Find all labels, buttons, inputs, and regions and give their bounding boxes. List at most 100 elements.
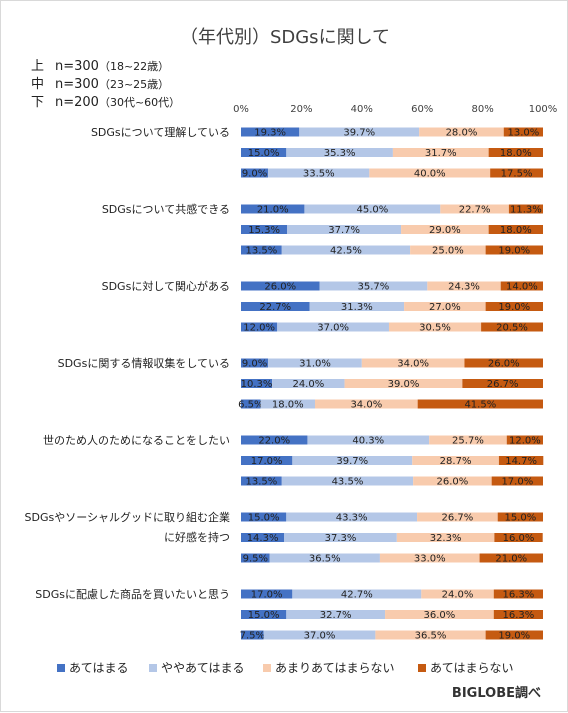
bar-segment	[494, 533, 543, 542]
group-mark: 中	[31, 77, 45, 92]
data-label: 33.0%	[414, 554, 446, 565]
data-label: 11.3%	[510, 205, 542, 216]
data-label: 41.5%	[464, 400, 496, 411]
data-label: 21.0%	[257, 205, 289, 216]
data-label: 34.0%	[397, 359, 429, 370]
bar-segment	[241, 322, 278, 332]
bar-segment	[419, 127, 504, 137]
bar-segment	[241, 148, 287, 157]
data-label: 24.0%	[442, 590, 474, 601]
group-range: （18~22歳）	[98, 60, 170, 73]
source-label: BIGLOBE調べ	[451, 686, 541, 701]
bar-segment	[481, 322, 543, 332]
bar-segment	[493, 610, 543, 619]
legend-entry: あてはまらない	[430, 661, 514, 675]
bar-segment	[319, 281, 428, 291]
data-label: 7.5%	[240, 631, 265, 642]
bar-segment	[369, 168, 491, 178]
bar-segment	[286, 148, 393, 157]
x-tick-label: 0%	[233, 104, 249, 115]
data-label: 24.0%	[292, 379, 324, 390]
bar-segment	[263, 630, 376, 640]
data-label: 31.3%	[341, 302, 373, 313]
data-label: 27.0%	[429, 302, 461, 313]
category-label: SDGsに配慮した商品を買いたいと思う	[35, 587, 230, 601]
bar-segment	[260, 399, 315, 409]
bar-segment	[284, 533, 397, 542]
bar-segment	[392, 148, 489, 157]
bar-segment	[410, 245, 486, 255]
group-legend-middle: 中 n=300（23~25歳）	[31, 73, 169, 92]
bar-segment	[241, 245, 282, 255]
legend-swatch	[149, 664, 157, 672]
group-n: n=200	[55, 95, 99, 110]
bar-segment	[379, 553, 480, 563]
bar-segment	[417, 399, 543, 409]
data-label: 26.0%	[488, 359, 520, 370]
data-label: 37.0%	[317, 323, 349, 334]
x-tick-label: 100%	[529, 104, 558, 115]
data-label: 9.0%	[242, 359, 267, 370]
bar-segment	[421, 589, 494, 599]
bar-segment	[404, 302, 486, 311]
bar-segment	[479, 553, 543, 563]
group-n: n=300	[55, 77, 99, 92]
category-label: SDGsに対して関心がある	[102, 279, 230, 293]
bar-segment	[485, 630, 543, 640]
bar-segment	[506, 435, 543, 445]
group-range: （23~25歳）	[98, 78, 170, 91]
data-label: 13.5%	[245, 477, 277, 488]
data-label: 40.3%	[352, 436, 384, 447]
data-label: 17.0%	[501, 477, 533, 488]
bar-segment	[241, 281, 320, 291]
data-label: 43.5%	[332, 477, 364, 488]
data-label: 19.0%	[498, 631, 530, 642]
bar-segment	[241, 302, 310, 311]
data-label: 18.0%	[500, 225, 532, 236]
bar-segment	[241, 399, 261, 409]
bar-segment	[304, 204, 441, 214]
data-label: 22.7%	[459, 205, 491, 216]
category-label: SDGsについて共感できる	[102, 203, 230, 216]
data-label: 24.3%	[448, 282, 480, 293]
category-label: 世のため人のためになることをしたい	[43, 434, 230, 447]
data-label: 34.0%	[350, 400, 382, 411]
group-n: n=300	[55, 59, 99, 74]
bar-segment	[241, 127, 300, 137]
data-label: 36.5%	[309, 554, 341, 565]
bar-segment	[488, 225, 543, 234]
bar-segment	[299, 127, 420, 137]
data-label: 26.0%	[437, 477, 469, 488]
data-label: 15.0%	[248, 148, 280, 159]
data-label: 12.0%	[243, 323, 275, 334]
bar-segment	[269, 553, 380, 563]
x-tick-label: 80%	[471, 104, 493, 115]
bar-segment	[286, 610, 386, 619]
data-label: 10.3%	[241, 379, 273, 390]
data-label: 37.0%	[304, 631, 336, 642]
bar-segment	[241, 553, 270, 563]
data-label: 17.5%	[501, 169, 533, 180]
data-label: 18.0%	[272, 400, 304, 411]
bar-segment	[241, 456, 293, 465]
bar-segment	[417, 512, 498, 522]
group-mark: 下	[31, 95, 45, 110]
data-label: 33.5%	[303, 169, 335, 180]
data-label: 13.0%	[507, 128, 539, 139]
data-label: 25.7%	[452, 436, 484, 447]
bar-segment	[281, 476, 414, 486]
bar-segment	[286, 512, 418, 522]
bar-segment	[241, 225, 288, 234]
legend-swatch	[418, 664, 426, 672]
data-label: 31.0%	[299, 359, 331, 370]
bar-segment	[396, 533, 495, 542]
bar-segment	[440, 204, 509, 214]
data-label: 35.7%	[358, 282, 390, 293]
data-label: 6.5%	[238, 400, 263, 411]
bar-segment	[241, 610, 287, 619]
data-label: 17.0%	[251, 590, 283, 601]
bar-segment	[268, 168, 370, 178]
bar-segment	[241, 512, 287, 522]
data-label: 22.7%	[259, 302, 291, 313]
